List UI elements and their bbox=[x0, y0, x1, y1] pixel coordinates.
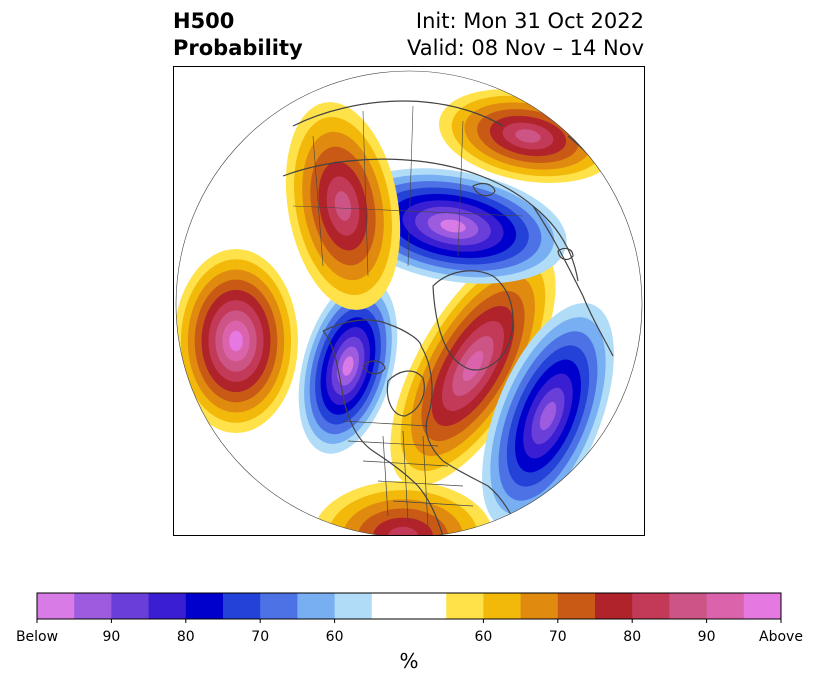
colorbar-swatch bbox=[74, 593, 112, 619]
contour-band bbox=[515, 129, 541, 143]
contour-band bbox=[539, 401, 557, 431]
colorbar-swatch bbox=[185, 593, 224, 619]
colorbar-tick-label: 90 bbox=[102, 629, 120, 645]
anomaly-blob bbox=[176, 249, 298, 433]
colorbar-tick-label: 90 bbox=[698, 629, 716, 645]
colorbar-swatches bbox=[37, 593, 782, 619]
na-arctic-coast bbox=[322, 319, 422, 347]
field-name: H500 bbox=[173, 9, 235, 33]
colorbar-swatch bbox=[595, 593, 633, 619]
colorbar-swatch bbox=[669, 593, 708, 619]
colorbar-swatch bbox=[111, 593, 150, 619]
contour-band bbox=[342, 356, 354, 376]
colorbar-swatch bbox=[632, 593, 670, 619]
colorbar-swatch bbox=[706, 593, 745, 619]
map-frame bbox=[173, 66, 645, 536]
colorbar-tick-label: 70 bbox=[251, 629, 269, 645]
anomaly-field bbox=[176, 89, 617, 536]
colorbar-unit: % bbox=[399, 649, 418, 673]
colorbar-swatch bbox=[148, 593, 187, 619]
colorbar-tick-label: Above bbox=[759, 629, 803, 645]
colorbar-swatch bbox=[223, 593, 261, 619]
colorbar-swatch bbox=[520, 593, 559, 619]
contour-band bbox=[229, 330, 243, 352]
colorbar-swatch bbox=[557, 593, 596, 619]
product-type: Probability bbox=[173, 36, 303, 60]
contour-band bbox=[334, 191, 352, 221]
na-admin-lines bbox=[342, 420, 474, 527]
colorbar-tick-label: 60 bbox=[326, 629, 344, 645]
europe-coast bbox=[532, 205, 614, 357]
colorbar-tick-label: 80 bbox=[177, 629, 195, 645]
na-east-coast bbox=[420, 345, 522, 536]
eurasia-admin-lines bbox=[292, 105, 524, 277]
na-west-coast bbox=[322, 330, 444, 536]
colorbar: Below 90 80 70 60 60 70 80 90 Above % bbox=[16, 592, 803, 673]
contour-band bbox=[388, 526, 418, 536]
contour-band bbox=[462, 350, 484, 382]
colorbar-swatch bbox=[260, 593, 298, 619]
colorbar-swatch bbox=[371, 593, 447, 619]
colorbar-ticks: Below 90 80 70 60 60 70 80 90 Above bbox=[16, 619, 803, 645]
colorbar-tick-label: 70 bbox=[549, 629, 567, 645]
colorbar-swatch bbox=[483, 593, 522, 619]
colorbar-tick-label: 80 bbox=[623, 629, 641, 645]
asia-coast bbox=[292, 100, 504, 127]
greenland bbox=[432, 270, 514, 371]
colorbar-swatch bbox=[37, 593, 75, 619]
map-boundary bbox=[175, 70, 643, 536]
hudson-bay bbox=[386, 370, 425, 417]
contour-band bbox=[358, 508, 448, 536]
anomaly-blob bbox=[298, 278, 398, 454]
colorbar-tick-label: 60 bbox=[474, 629, 492, 645]
title-left: H500 Probability bbox=[173, 8, 303, 62]
colorbar-frame bbox=[36, 592, 782, 620]
anomaly-blob bbox=[390, 245, 556, 487]
valid-range: Valid: 08 Nov – 14 Nov bbox=[407, 36, 644, 60]
eurasia-arctic-coast bbox=[282, 158, 579, 282]
island-3 bbox=[362, 360, 386, 375]
probability-map bbox=[173, 66, 645, 536]
island-1 bbox=[472, 182, 496, 197]
colorbar-swatch bbox=[297, 593, 336, 619]
island-2 bbox=[557, 247, 574, 261]
init-date: Init: Mon 31 Oct 2022 bbox=[415, 9, 644, 33]
colorbar-swatch bbox=[743, 593, 782, 619]
colorbar-swatch bbox=[334, 593, 373, 619]
colorbar-tick-label: Below bbox=[16, 629, 58, 645]
anomaly-blob bbox=[482, 303, 614, 529]
title-right: Init: Mon 31 Oct 2022 Valid: 08 Nov – 14… bbox=[407, 8, 644, 62]
colorbar-swatch bbox=[446, 593, 484, 619]
